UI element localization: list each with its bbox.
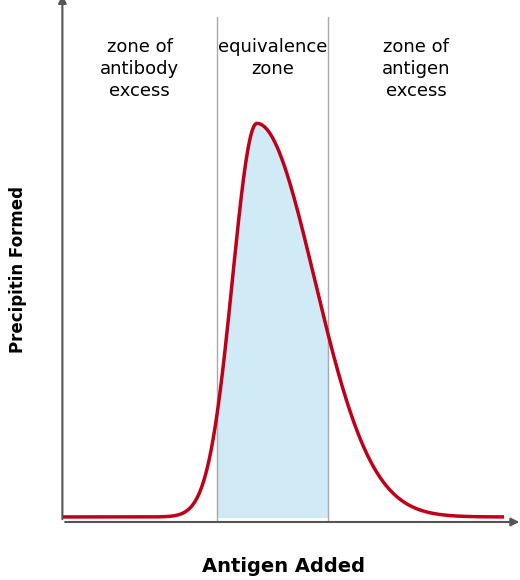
Text: zone of
antibody
excess: zone of antibody excess [100,38,179,100]
Text: Precipitin Formed: Precipitin Formed [9,186,27,353]
Text: equivalence
zone: equivalence zone [218,38,327,78]
Text: zone of
antigen
excess: zone of antigen excess [382,38,450,100]
Text: Antigen Added: Antigen Added [202,557,365,577]
